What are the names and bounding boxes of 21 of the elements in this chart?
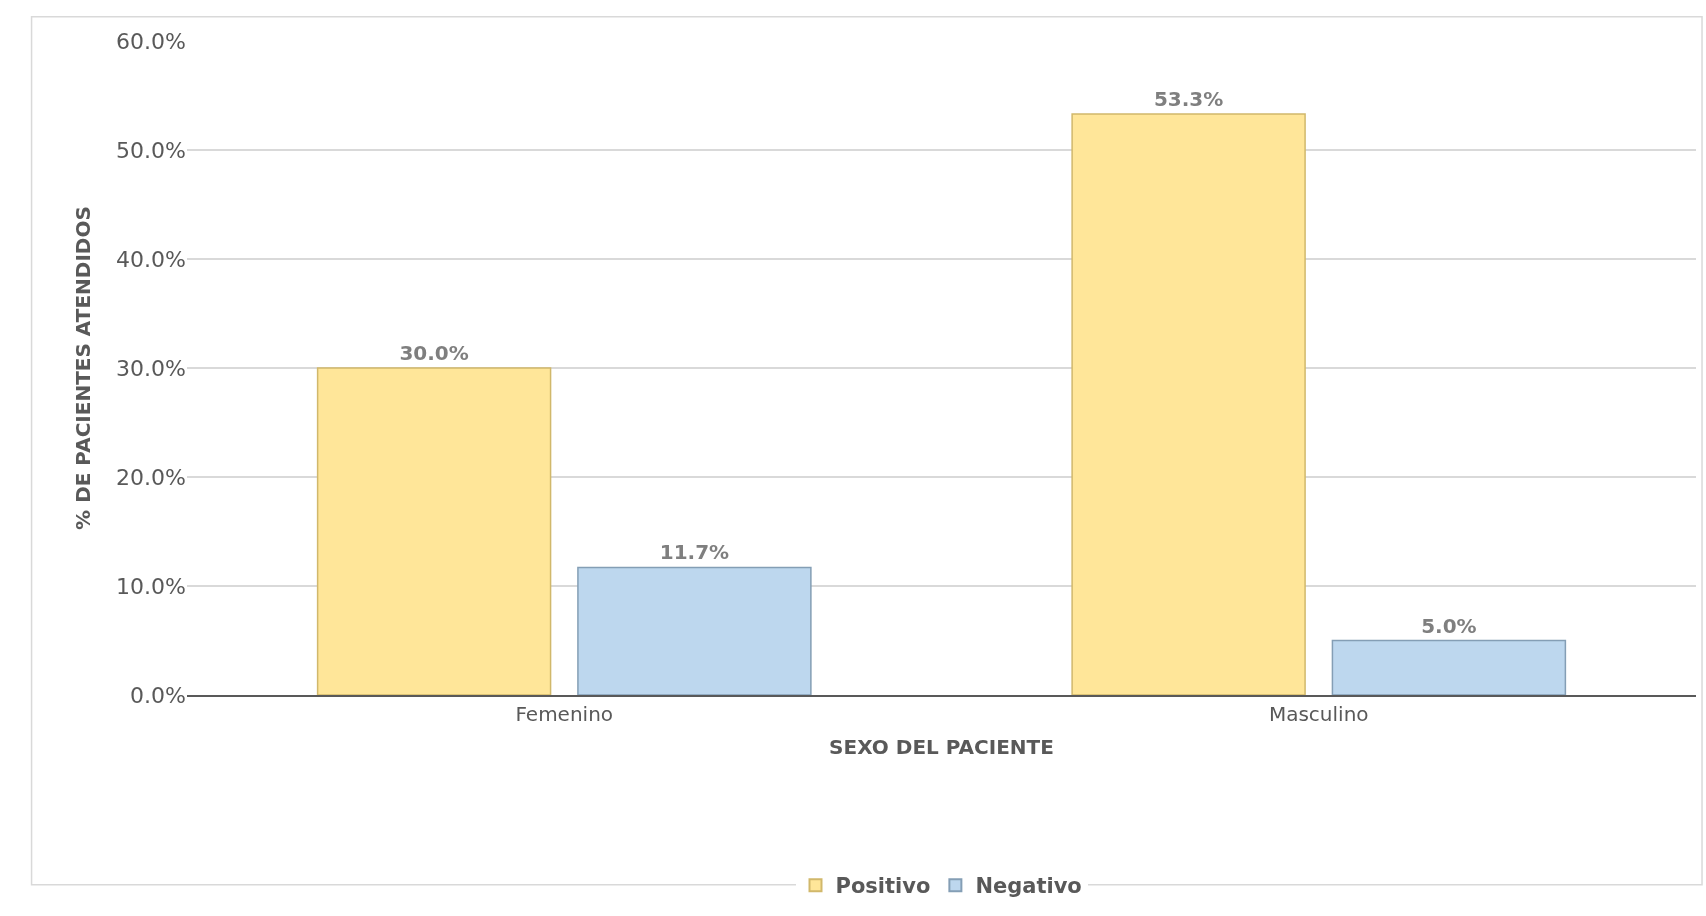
x-axis-title: SEXO DEL PACIENTE [829, 735, 1054, 759]
y-tick-label: 0.0% [130, 682, 186, 708]
y-tick-label: 50.0% [116, 137, 186, 163]
legend-label: Positivo [835, 874, 931, 899]
bar [1331, 639, 1567, 695]
data-label: 5.0% [1421, 613, 1477, 638]
y-tick-label: 40.0% [116, 246, 186, 272]
x-tick-label: Femenino [515, 702, 614, 726]
y-tick-label: 20.0% [116, 464, 186, 490]
bar [1071, 113, 1306, 695]
data-label: 30.0% [399, 341, 469, 365]
y-axis-title: % DE PACIENTES ATENDIDOS [70, 206, 95, 530]
data-label: 53.3% [1153, 87, 1224, 112]
x-tick-label: Masculino [1268, 702, 1369, 726]
legend-label: Negativo [975, 874, 1082, 899]
bar [316, 367, 552, 695]
y-tick-label: 60.0% [116, 28, 186, 54]
y-tick-label: 10.0% [116, 573, 186, 599]
y-tick-label: 30.0% [116, 355, 186, 381]
bar [577, 566, 812, 695]
data-label: 11.7% [659, 540, 730, 565]
